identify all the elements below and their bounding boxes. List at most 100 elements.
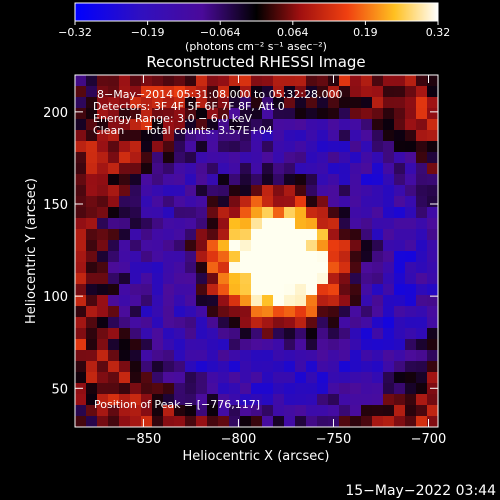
heatmap-cell <box>262 361 274 373</box>
heatmap-cell <box>328 97 340 109</box>
heatmap-cell <box>152 185 164 197</box>
heatmap-cell <box>141 141 153 153</box>
heatmap-cell <box>185 75 197 87</box>
heatmap-cell <box>339 306 351 318</box>
heatmap-cell <box>130 262 142 274</box>
heatmap-cell <box>163 284 175 296</box>
heatmap-cell <box>75 240 87 252</box>
heatmap-cell <box>207 317 219 329</box>
heatmap-cell <box>295 339 307 351</box>
heatmap-cell <box>339 218 351 230</box>
heatmap-cell <box>119 207 131 219</box>
heatmap-cell <box>97 295 109 307</box>
x-tick-label: −850 <box>126 432 162 447</box>
heatmap-cell <box>207 152 219 164</box>
heatmap-cell <box>141 405 153 417</box>
y-axis-label: Heliocentric Y (arcsec) <box>24 178 39 324</box>
heatmap-cell <box>262 152 274 164</box>
heatmap-cell <box>372 152 384 164</box>
heatmap-cell <box>240 416 252 427</box>
heatmap-cell <box>306 130 318 142</box>
heatmap-cell <box>361 416 373 427</box>
heatmap-cell <box>405 317 417 329</box>
heatmap-cell <box>284 394 296 406</box>
heatmap-cell <box>119 196 131 208</box>
heatmap-cell <box>119 350 131 362</box>
heatmap-cell <box>328 196 340 208</box>
heatmap-cell <box>141 196 153 208</box>
heatmap-cell <box>97 152 109 164</box>
heatmap-cell <box>416 284 428 296</box>
heatmap-cell <box>251 295 263 307</box>
heatmap-cell <box>416 97 428 109</box>
heatmap-cell <box>372 119 384 131</box>
heatmap-cell <box>361 108 373 120</box>
heatmap-cell <box>405 416 417 427</box>
heatmap-cell <box>251 284 263 296</box>
heatmap-cell <box>350 185 362 197</box>
heatmap-cell <box>416 317 428 329</box>
heatmap-cell <box>394 405 406 417</box>
heatmap-cell <box>130 119 142 131</box>
heatmap-cell <box>174 119 186 131</box>
heatmap-cell <box>97 416 109 427</box>
heatmap-cell <box>141 163 153 175</box>
heatmap-cell <box>350 416 362 427</box>
heatmap-cell <box>75 328 87 340</box>
heatmap-cell <box>328 240 340 252</box>
heatmap-cell <box>295 394 307 406</box>
heatmap-cell <box>350 394 362 406</box>
heatmap-cell <box>350 229 362 241</box>
heatmap-cell <box>196 372 208 384</box>
heatmap-cell <box>229 130 241 142</box>
heatmap-cell <box>218 207 230 219</box>
heatmap-cell <box>130 361 142 373</box>
heatmap-cell <box>372 350 384 362</box>
heatmap-cell <box>207 229 219 241</box>
heatmap-cell <box>119 317 131 329</box>
heatmap-cell <box>284 350 296 362</box>
heatmap-cell <box>163 394 175 406</box>
heatmap-cell <box>273 207 285 219</box>
heatmap-cell <box>251 405 263 417</box>
x-tick-label: −800 <box>221 432 257 447</box>
heatmap-cell <box>317 229 329 241</box>
heatmap-cell <box>108 196 120 208</box>
heatmap-cell <box>86 372 98 384</box>
heatmap-cell <box>416 416 428 427</box>
heatmap-cell <box>207 372 219 384</box>
heatmap-cell <box>317 328 329 340</box>
heatmap-cell <box>251 339 263 351</box>
heatmap-cell <box>174 405 186 417</box>
heatmap-cell <box>185 163 197 175</box>
heatmap-cell <box>306 295 318 307</box>
heatmap-cell <box>405 306 417 318</box>
heatmap-cell <box>163 350 175 362</box>
heatmap-cell <box>130 108 142 120</box>
heatmap-cell <box>229 416 241 427</box>
heatmap-cell <box>405 328 417 340</box>
heatmap-cell <box>383 306 395 318</box>
heatmap-cell <box>328 108 340 120</box>
heatmap-cell <box>361 306 373 318</box>
heatmap-cell <box>273 306 285 318</box>
heatmap-cell <box>251 218 263 230</box>
heatmap-cell <box>295 108 307 120</box>
heatmap-cell <box>108 218 120 230</box>
heatmap-cell <box>405 350 417 362</box>
heatmap-cell <box>119 328 131 340</box>
heatmap-cell <box>97 284 109 296</box>
heatmap-cell <box>251 97 263 109</box>
heatmap-cell <box>273 119 285 131</box>
heatmap-cell <box>141 152 153 164</box>
heatmap-cell <box>185 97 197 109</box>
heatmap-cell <box>416 218 428 230</box>
heatmap-cell <box>306 141 318 153</box>
heatmap-cell <box>97 251 109 263</box>
heatmap-cell <box>427 394 438 406</box>
heatmap-cell <box>405 130 417 142</box>
heatmap-cell <box>108 416 120 427</box>
heatmap-cell <box>328 361 340 373</box>
heatmap-cell <box>339 328 351 340</box>
heatmap-cell <box>427 306 438 318</box>
